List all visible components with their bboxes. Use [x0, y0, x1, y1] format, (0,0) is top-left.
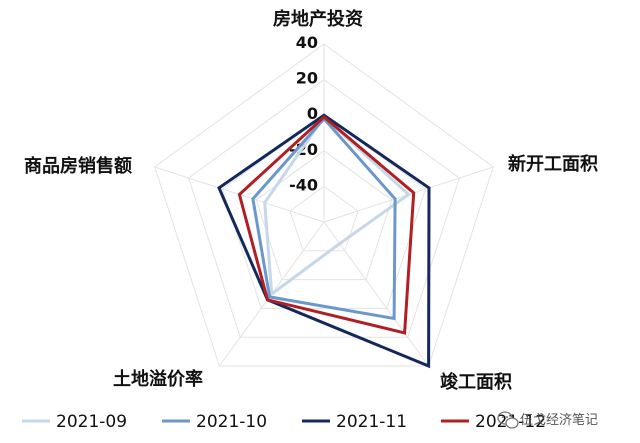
radar-grid [154, 43, 494, 367]
grid-ring [221, 114, 427, 309]
watermark: 伍戈经济笔记 [497, 411, 598, 429]
watermark-text: 伍戈经济笔记 [520, 412, 598, 428]
axis-label: 新开工面积 [508, 153, 598, 175]
grid-ring [255, 150, 393, 281]
tick-label: -20 [289, 140, 318, 159]
legend-label: 2021-09 [56, 412, 127, 432]
axis-label: 土地溢价率 [113, 368, 203, 390]
axis-label: 竣工面积 [440, 371, 512, 393]
legend-label: 2021-11 [336, 412, 407, 432]
series-line-2021-11 [217, 113, 431, 369]
legend-label: 2021-10 [196, 412, 267, 432]
series-line-2021-12 [237, 115, 416, 335]
tick-label: 20 [296, 69, 318, 88]
radial-tick-labels: -40 -20 0 20 40 [289, 33, 318, 194]
tick-label: 40 [296, 33, 318, 52]
tick-label: -40 [289, 175, 318, 194]
grid-ring [188, 78, 460, 338]
series-line-2021-09 [263, 114, 411, 297]
series-lines [217, 113, 431, 369]
wechat-icon [497, 411, 519, 429]
grid-ring [154, 43, 494, 367]
grid-spoke [323, 221, 430, 367]
axis-label: 房地产投资 [273, 8, 363, 30]
series-line-2021-10 [251, 116, 397, 321]
tick-label: 0 [307, 104, 318, 123]
grid-ring [289, 185, 359, 252]
axis-label: 商品房销售额 [24, 155, 132, 177]
